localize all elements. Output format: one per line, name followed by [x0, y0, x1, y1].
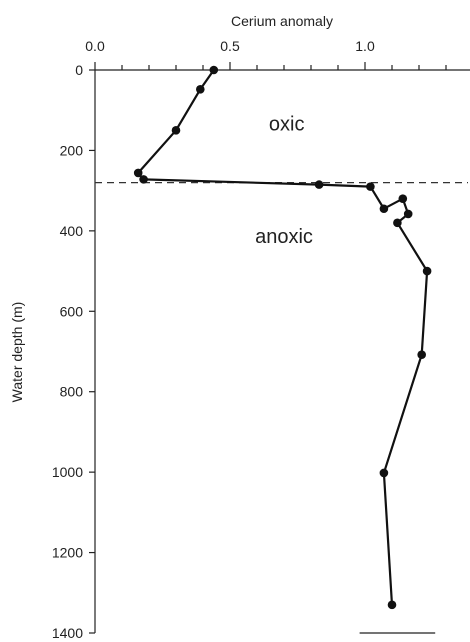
annotation-anoxic: anoxic	[255, 226, 313, 248]
data-point	[133, 168, 143, 178]
data-point	[422, 266, 432, 276]
data-point	[314, 180, 324, 189]
y-tick-label: 0	[75, 62, 83, 78]
x-axis	[94, 62, 470, 71]
series-layer	[133, 65, 432, 610]
x-tick-label: 1.0	[355, 38, 375, 54]
data-point	[387, 600, 397, 610]
x-tick-labels: 0.0 0.5 1.0	[85, 38, 375, 54]
y-tick-label: 600	[60, 303, 84, 319]
y-axis	[89, 69, 96, 634]
y-tick-label: 1000	[52, 464, 83, 480]
y-axis-title: Water depth (m)	[9, 302, 25, 403]
data-point	[403, 209, 413, 219]
data-point	[209, 65, 219, 75]
annotation-oxic: oxic	[269, 113, 305, 135]
y-tick-label: 400	[60, 223, 84, 239]
x-axis-title: Cerium anomaly	[231, 13, 333, 29]
y-tick-label: 1200	[52, 545, 83, 561]
x-tick-label: 0.0	[85, 38, 105, 54]
x-tick-label: 0.5	[220, 38, 240, 54]
data-point	[398, 194, 408, 203]
data-point	[393, 218, 402, 228]
y-tick-label: 800	[60, 384, 84, 400]
data-point	[417, 350, 427, 360]
data-point	[139, 175, 148, 184]
data-point	[171, 126, 181, 135]
data-point	[379, 204, 389, 214]
y-tick-label: 1400	[52, 625, 83, 641]
annotation-layer: oxic anoxic	[255, 113, 313, 248]
reference-line-layer	[95, 182, 468, 634]
series-line	[137, 69, 429, 605]
data-point	[366, 182, 375, 191]
y-tick-label: 200	[60, 142, 84, 158]
y-tick-labels: 0 200 400 600 800 1000 1200 1400	[52, 62, 83, 641]
data-point	[196, 85, 205, 94]
data-point	[379, 468, 389, 478]
